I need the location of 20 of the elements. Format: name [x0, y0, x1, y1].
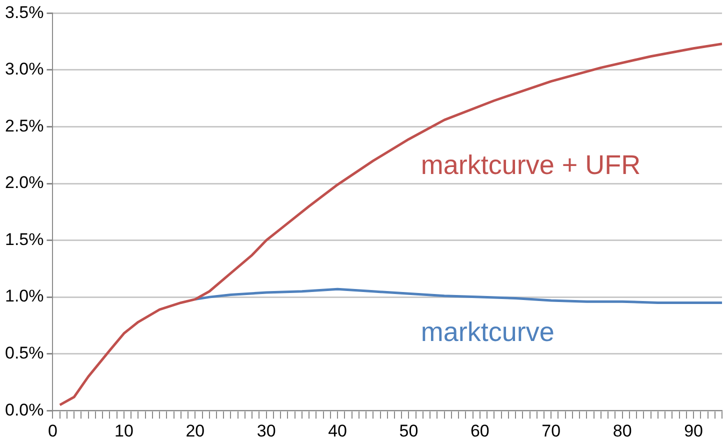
x-tick-label: 70	[542, 421, 561, 440]
series-label: marktcurve	[420, 317, 554, 348]
y-tick-label: 2.5%	[5, 116, 44, 136]
x-tick-label: 50	[399, 421, 418, 440]
x-tick-label: 0	[48, 421, 58, 440]
y-tick-label: 0.5%	[5, 344, 44, 363]
series-label: marktcurve + UFR	[420, 150, 641, 180]
y-tick-label: 2.0%	[5, 173, 44, 192]
x-tick-label: 10	[114, 421, 134, 440]
y-tick-label: 1.5%	[5, 230, 44, 249]
x-tick-label: 20	[186, 421, 205, 440]
y-tick-label: 1.0%	[5, 286, 44, 306]
x-tick-label: 90	[684, 421, 703, 440]
x-tick-label: 60	[470, 421, 490, 440]
x-tick-label: 30	[256, 421, 276, 440]
y-tick-label: 3.0%	[5, 60, 44, 79]
x-tick-label: 80	[612, 421, 632, 440]
x-tick-label: 40	[328, 421, 347, 440]
y-tick-label: 3.5%	[5, 2, 44, 22]
y-tick-label: 0.0%	[5, 400, 44, 420]
